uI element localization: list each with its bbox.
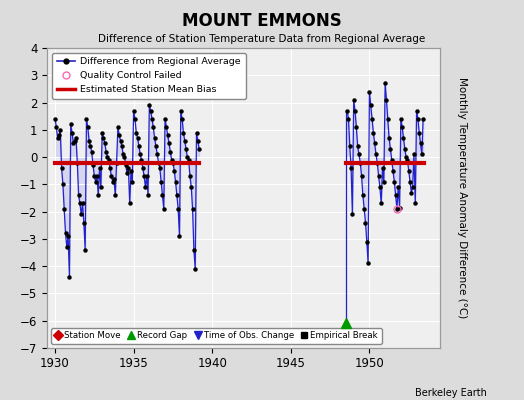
Text: MOUNT EMMONS: MOUNT EMMONS	[182, 12, 342, 30]
Text: Difference of Station Temperature Data from Regional Average: Difference of Station Temperature Data f…	[99, 34, 425, 44]
Y-axis label: Monthly Temperature Anomaly Difference (°C): Monthly Temperature Anomaly Difference (…	[457, 77, 467, 319]
Text: Berkeley Earth: Berkeley Earth	[416, 388, 487, 398]
Legend: Station Move, Record Gap, Time of Obs. Change, Empirical Break: Station Move, Record Gap, Time of Obs. C…	[51, 328, 381, 344]
